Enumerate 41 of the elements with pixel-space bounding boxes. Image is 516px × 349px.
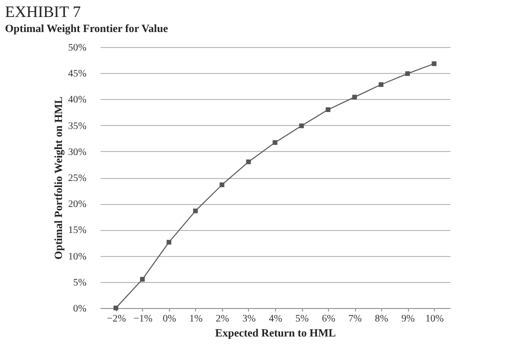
y-tick-label: 35% bbox=[68, 120, 86, 132]
chart-title: EXHIBIT 7 bbox=[5, 4, 81, 21]
point bbox=[140, 276, 145, 282]
y-tick-label: 5% bbox=[73, 277, 86, 288]
point bbox=[405, 71, 410, 76]
x-tick-label: −1% bbox=[133, 314, 152, 324]
x-tick-label: 7% bbox=[348, 314, 362, 324]
x-tick-label: 9% bbox=[401, 314, 415, 324]
x-tick-label: 4% bbox=[268, 314, 282, 324]
y-tick-label: 40% bbox=[68, 94, 86, 106]
x-tick-label: −2% bbox=[106, 314, 126, 324]
point bbox=[326, 107, 330, 112]
x-tick-label: 1% bbox=[189, 314, 203, 324]
y-tick-label: 30% bbox=[68, 146, 86, 158]
point bbox=[166, 240, 172, 245]
y-tick-label: 15% bbox=[68, 225, 86, 236]
point bbox=[114, 306, 118, 310]
x-tick-label: 2% bbox=[216, 314, 230, 324]
y-tick-label: 10% bbox=[68, 251, 86, 262]
point bbox=[432, 61, 436, 66]
y-tick-label: 25% bbox=[68, 173, 86, 184]
point bbox=[272, 140, 278, 145]
x-tick-label: 0% bbox=[162, 314, 176, 324]
y-axis-title: Optimal Portfolio Weight on HML bbox=[53, 96, 66, 260]
point bbox=[299, 123, 304, 128]
x-tick-label: 5% bbox=[295, 314, 309, 324]
x-tick-label: 6% bbox=[322, 314, 336, 324]
y-tick-label: 20% bbox=[68, 199, 86, 210]
point bbox=[193, 208, 198, 214]
y-tick-label: 0% bbox=[73, 304, 86, 314]
x-tick-label: 10% bbox=[425, 314, 444, 324]
x-axis-title: Expected Return to HML bbox=[215, 328, 336, 340]
point bbox=[220, 182, 224, 188]
y-tick-label: 45% bbox=[68, 68, 86, 80]
point bbox=[246, 159, 251, 164]
x-tick-label: 8% bbox=[374, 314, 388, 324]
x-tick-label: 3% bbox=[242, 314, 256, 324]
point bbox=[352, 94, 357, 100]
y-tick-label: 50% bbox=[68, 42, 86, 54]
chart-subtitle: Optimal Weight Frontier for Value bbox=[5, 23, 168, 35]
point bbox=[378, 82, 384, 87]
